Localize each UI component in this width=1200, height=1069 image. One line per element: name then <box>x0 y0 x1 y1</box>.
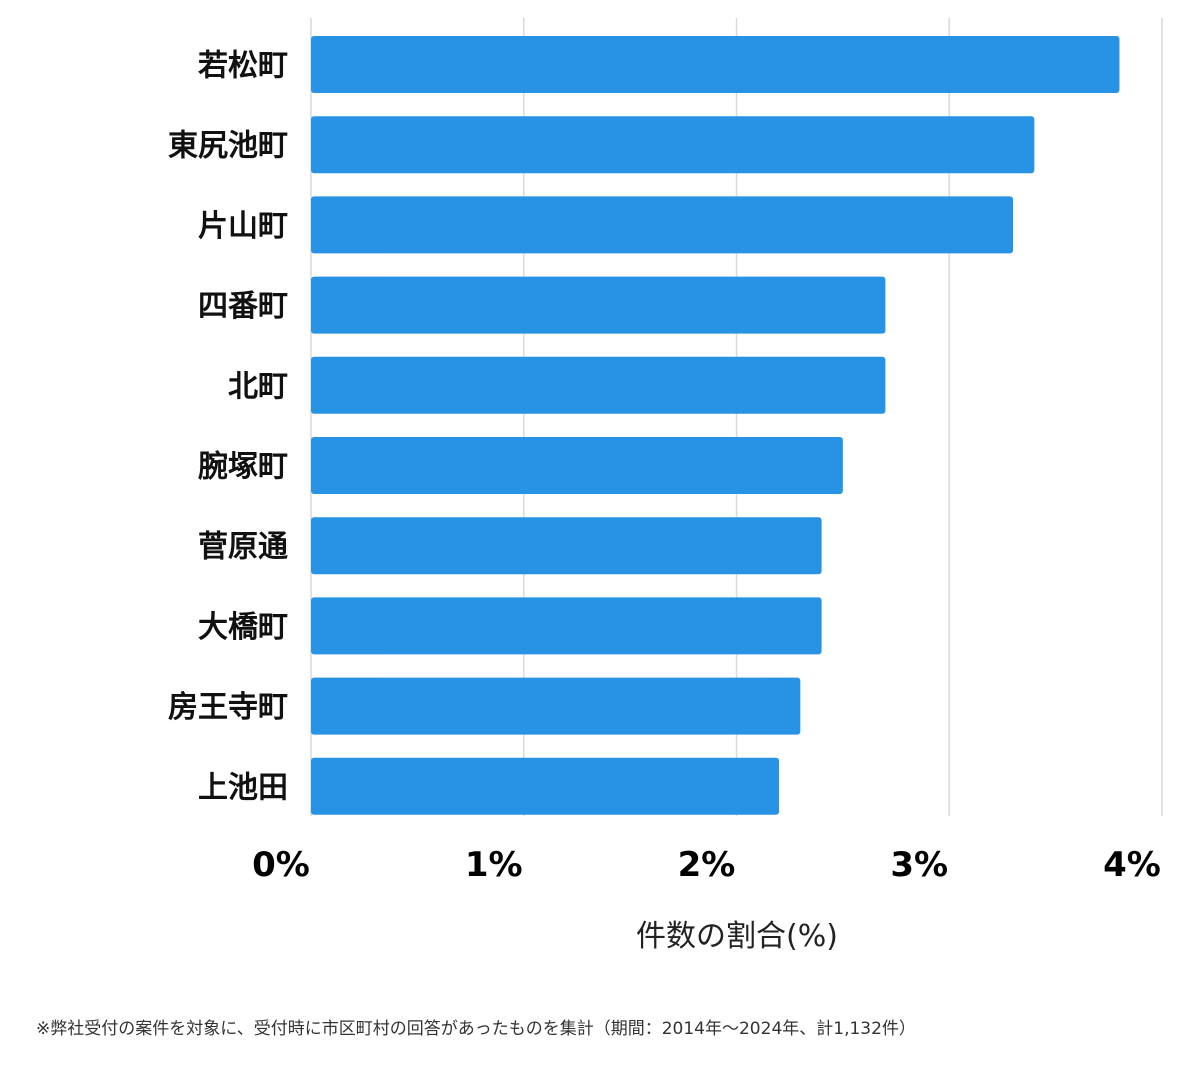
x-tick-labels: 0% 1% 2% 3% 4% <box>252 845 1161 885</box>
category-label: 片山町 <box>198 209 288 244</box>
x-tick-label: 3% <box>890 845 948 885</box>
bar <box>311 276 886 334</box>
bars <box>311 36 1120 815</box>
category-label: 四番町 <box>198 289 288 324</box>
bar <box>311 757 780 815</box>
bar <box>311 677 801 735</box>
x-axis-title: 件数の割合(%) <box>636 919 838 954</box>
bar <box>311 196 1014 254</box>
bar <box>311 36 1120 93</box>
category-label: 東尻池町 <box>168 129 288 164</box>
bar <box>311 356 886 414</box>
x-tick-label: 4% <box>1103 845 1161 885</box>
bar <box>311 116 1035 174</box>
category-label: 上池田 <box>198 770 288 805</box>
bar <box>311 437 843 494</box>
x-tick-label: 2% <box>678 845 736 885</box>
category-label: 若松町 <box>198 49 288 84</box>
category-label: 北町 <box>228 369 288 404</box>
category-label: 菅原通 <box>198 530 288 565</box>
bar <box>311 517 822 575</box>
category-label: 房王寺町 <box>168 690 288 725</box>
category-label: 大橋町 <box>198 610 288 645</box>
x-tick-label: 0% <box>252 845 310 885</box>
footnote: ※弊社受付の案件を対象に、受付時に市区町村の回答があったものを集計（期間：201… <box>36 1019 916 1039</box>
bar <box>311 597 822 655</box>
x-tick-label: 1% <box>465 845 523 885</box>
category-label: 腕塚町 <box>198 450 288 485</box>
